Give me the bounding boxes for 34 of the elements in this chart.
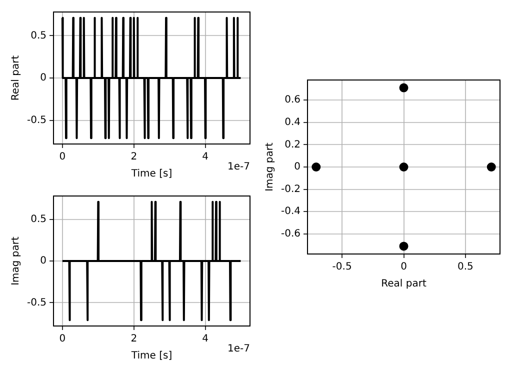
y-tick-label: 0 [294, 162, 301, 173]
text: 1e-7 [228, 162, 250, 173]
x-tick-label: 2 [130, 152, 138, 163]
x-tick-label: 0 [59, 334, 66, 345]
x-tick-label: 0.5 [458, 262, 474, 273]
text: 1e-7 [228, 344, 250, 355]
point [399, 162, 408, 172]
y-tick-label: -0.4 [280, 206, 301, 218]
x-tick-label: 0 [400, 262, 407, 273]
y-tick-label: 0.4 [284, 116, 301, 128]
y-tick-label: -0.5 [26, 297, 47, 308]
y-tick-label: 0.6 [284, 94, 301, 106]
x-tick-label: 0 [59, 152, 66, 163]
y-tick-label: 0.5 [30, 214, 47, 225]
y-axis-title: Real part [10, 55, 22, 101]
y-tick-label: -0.2 [280, 184, 301, 195]
y-tick-label: -0.6 [280, 228, 301, 240]
x-tick-label: 2 [130, 334, 138, 345]
y-tick-label: 0.5 [30, 30, 47, 42]
y-tick-label: 0 [40, 72, 47, 84]
y-tick-label: 0.2 [284, 139, 301, 150]
point [486, 162, 496, 172]
x-tick-label: 4 [202, 334, 209, 345]
point [399, 83, 408, 92]
x-axis-title: Time [s] [130, 168, 172, 180]
point [399, 242, 408, 251]
y-axis-title: Imag part [10, 236, 22, 286]
x-axis-title: Real part [381, 278, 426, 290]
x-axis-title: Time [s] [130, 350, 172, 362]
x-tick-label: -0.5 [332, 262, 352, 273]
y-tick-label: -0.5 [26, 114, 47, 126]
point [312, 162, 321, 172]
x-tick-label: 4 [202, 152, 209, 163]
y-axis-title: Imag part [264, 142, 276, 192]
